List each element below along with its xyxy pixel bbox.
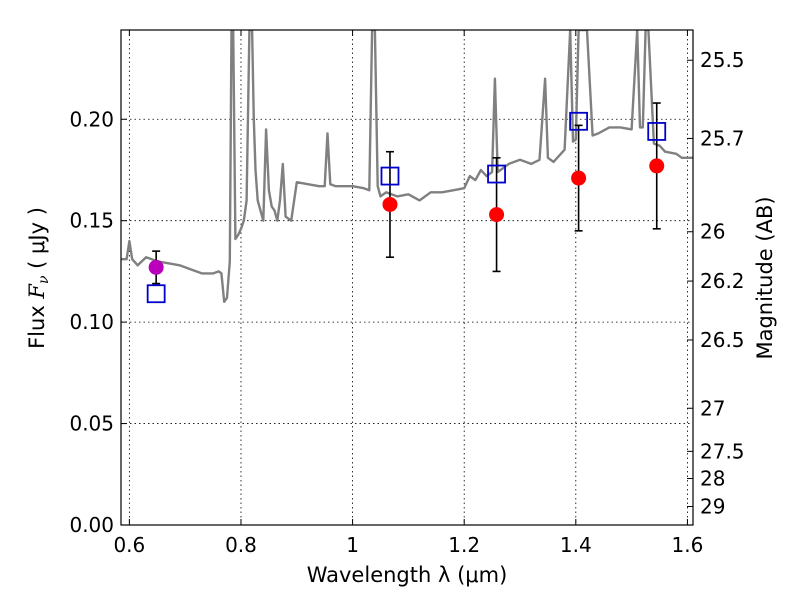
model-spectrum-line <box>121 30 693 303</box>
grid-lines <box>121 30 693 526</box>
y-tick-label: 0.15 <box>69 209 114 233</box>
x-tick-label: 1.6 <box>672 533 704 557</box>
y2-tick-label: 25.5 <box>700 48 745 72</box>
y-tick-label: 0.05 <box>69 412 114 436</box>
axis-ticks <box>121 30 693 526</box>
plot-frame <box>120 29 694 526</box>
data-point-circle <box>489 207 505 223</box>
y-tick-labels: 0.00 0.05 0.10 0.15 0.20 <box>69 107 114 537</box>
y2-tick-label: 25.7 <box>700 126 745 150</box>
y2-tick-label: 26 <box>700 220 725 244</box>
data-point-circle <box>382 196 398 212</box>
data-point-square <box>569 111 588 131</box>
x-tick-label: 1.4 <box>560 533 592 557</box>
y2-tick-label: 27 <box>700 396 725 420</box>
y2-tick-label: 26.2 <box>700 269 745 293</box>
y2-tick-label: 26.5 <box>700 328 745 352</box>
data-markers <box>146 111 667 304</box>
x-tick-label: 0.8 <box>225 533 257 557</box>
data-point-square <box>647 122 667 141</box>
y-tick-label: 0.20 <box>69 107 114 131</box>
y2-tick-labels: 25.5 25.7 26 26.2 26.5 27 27.5 28 29 <box>700 48 745 518</box>
data-point-circle <box>649 158 665 174</box>
data-point-circle <box>571 170 587 186</box>
x-tick-label: 0.6 <box>113 533 145 557</box>
data-point-circle <box>148 259 164 275</box>
data-point-square <box>487 164 506 184</box>
y2-axis-label: Magnitude (AB) <box>753 196 777 359</box>
x-axis-label: Wavelength λ (μm) <box>307 563 508 587</box>
x-tick-labels: 0.6 0.8 1 1.2 1.4 1.6 <box>113 533 703 557</box>
x-tick-label: 1 <box>346 533 359 557</box>
y2-tick-label: 29 <box>700 494 725 518</box>
data-point-square <box>146 284 166 304</box>
y2-tick-label: 27.5 <box>700 439 745 463</box>
y-tick-label: 0.10 <box>69 310 114 334</box>
y-axis-label: Flux Fν ( μJy ) <box>25 207 52 349</box>
y-tick-label: 0.00 <box>69 513 114 537</box>
data-point-square <box>380 166 400 186</box>
y2-tick-label: 28 <box>700 467 725 491</box>
x-tick-label: 1.2 <box>448 533 480 557</box>
